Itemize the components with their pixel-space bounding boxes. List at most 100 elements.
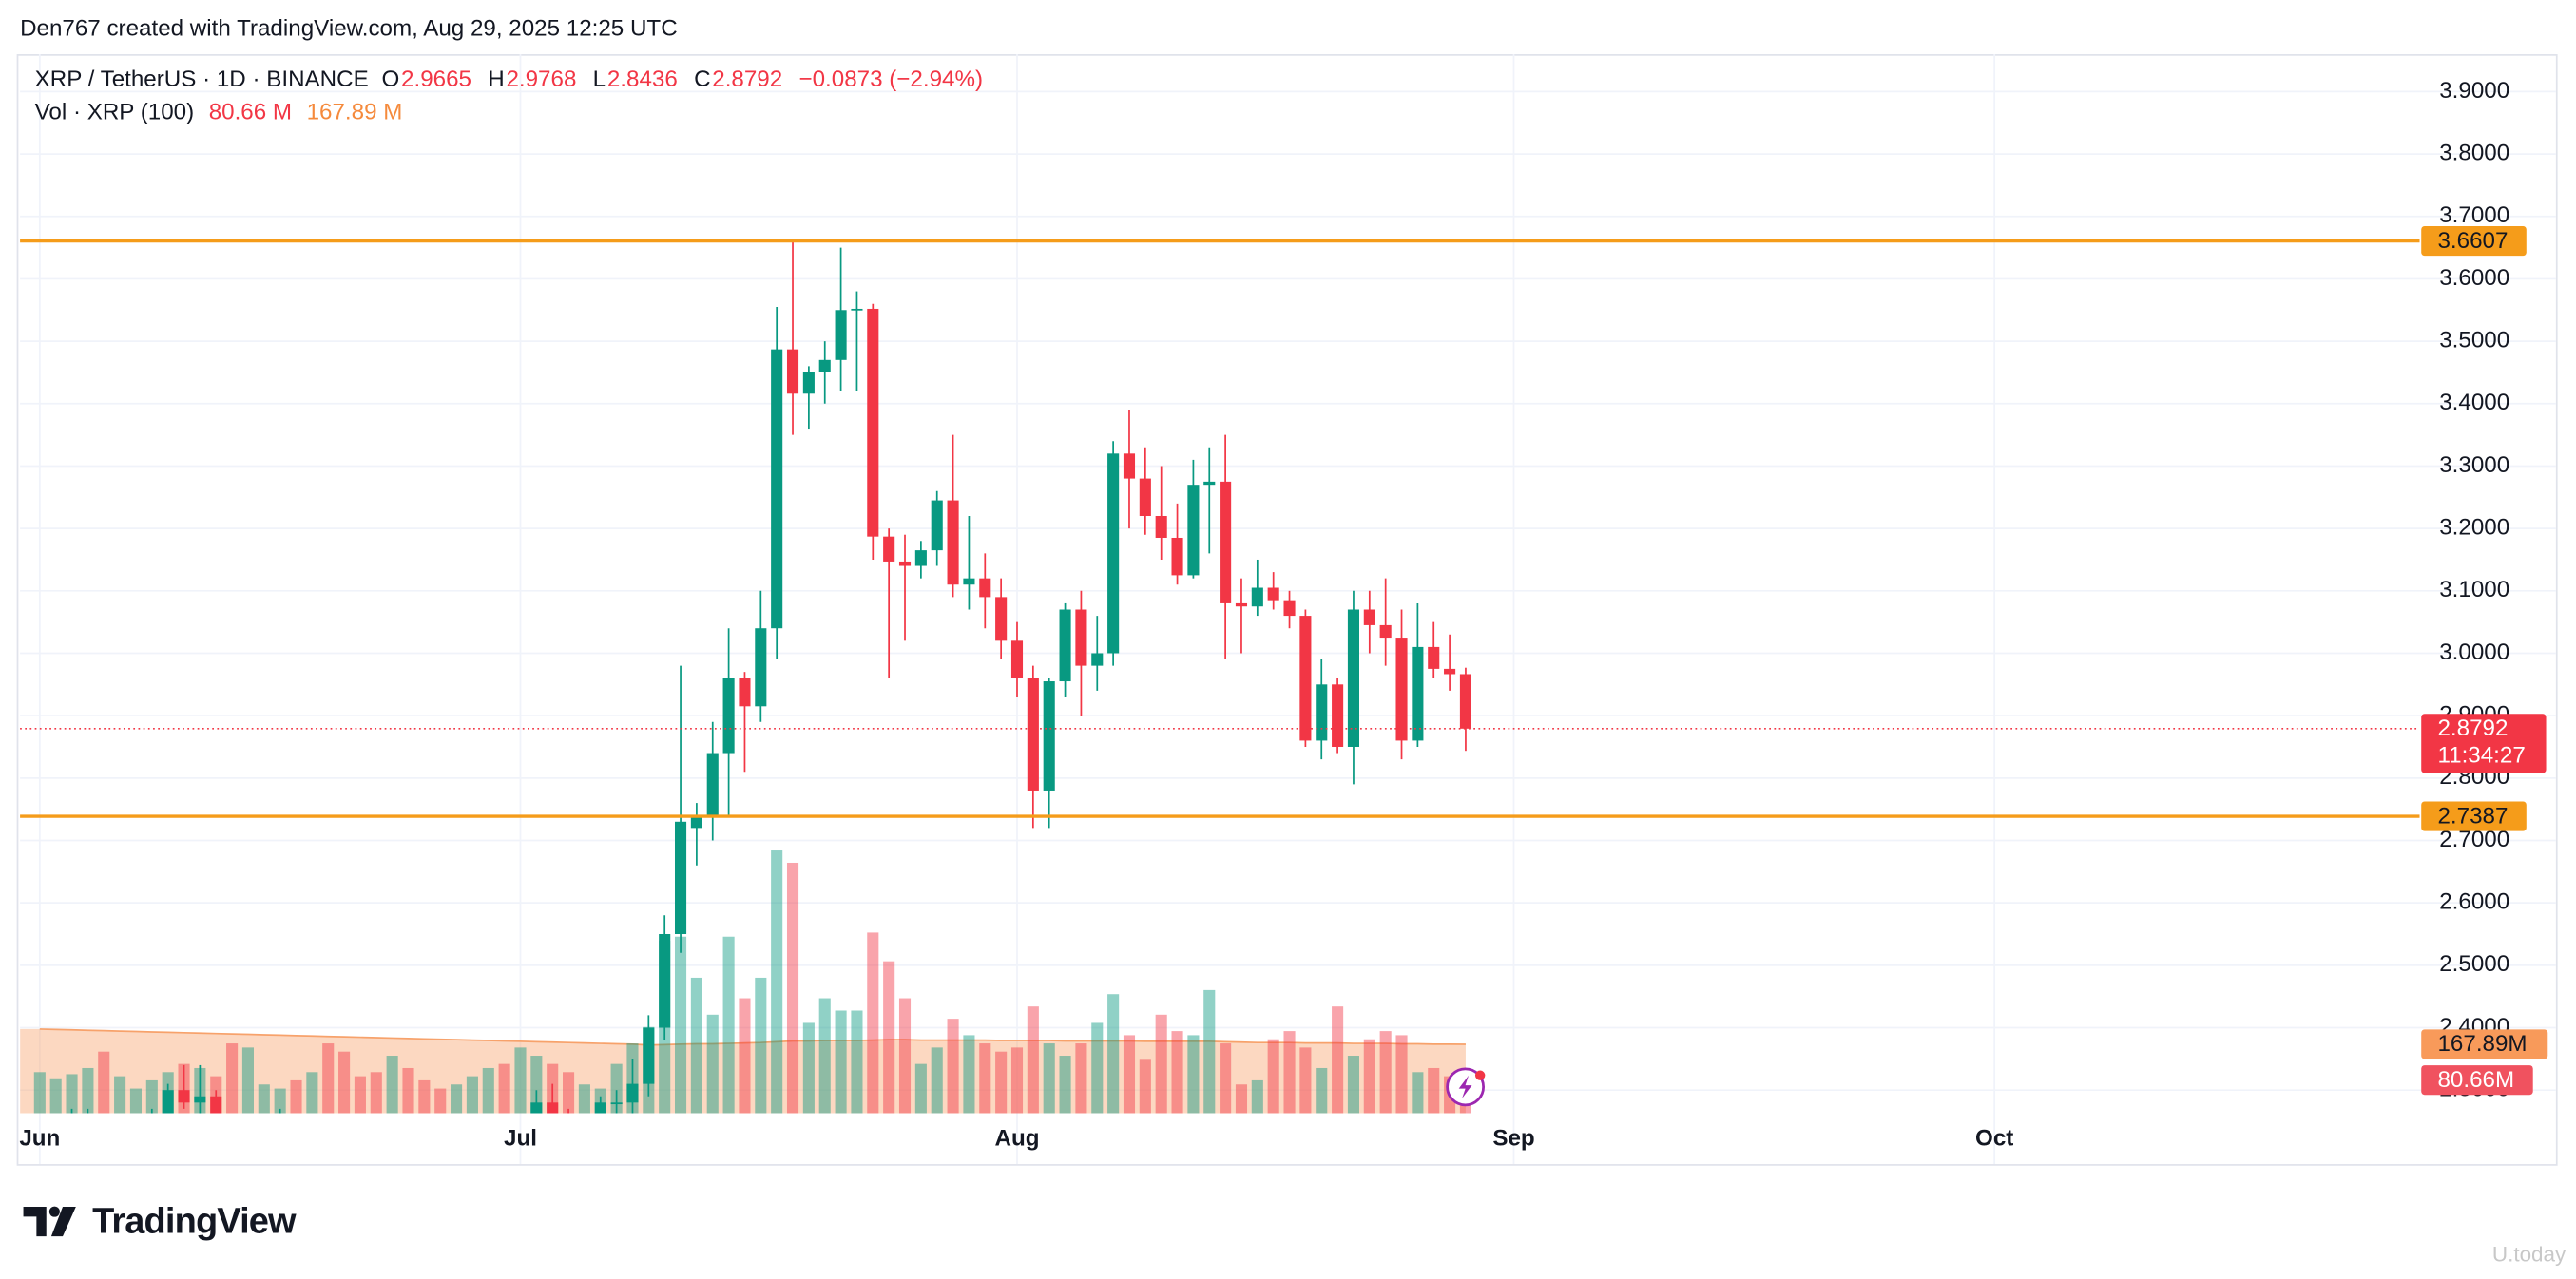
y-tick-label: 3.3000 [2439,452,2509,478]
candle-body [178,1090,190,1103]
candle-body [963,578,975,585]
candle-body [947,500,959,585]
candle-body [547,1102,559,1114]
volume-bar [434,1088,447,1114]
grid [20,54,2556,1165]
brand-logo [23,1206,76,1237]
candle-body [818,359,831,372]
volume-bar [514,1047,527,1114]
legend-letter: L [593,67,606,92]
volume-bar [482,1067,494,1114]
y-tick-label: 2.6000 [2439,889,2509,915]
candle-body [883,536,895,562]
volume-bar [33,1072,46,1114]
watermark: U.today [2492,1243,2566,1267]
candle-body [1075,609,1087,666]
candle-body [1043,681,1055,791]
volume-bar [706,1014,719,1114]
volume-bar [739,998,751,1114]
candle-body [851,308,863,311]
ma-badge: 167.89M [2437,1031,2527,1057]
volume-bar [947,1019,959,1114]
legend-ma: 167.89 M [307,100,403,125]
candle-body [1332,684,1344,747]
candle-body [1010,640,1024,678]
volume-bar [370,1072,382,1114]
volume-bar [498,1063,510,1114]
legend-letter: H [488,67,504,92]
candle-body [1444,668,1456,675]
volume-bar [1027,1006,1039,1114]
volume-bar [610,1063,623,1114]
volume-bar [722,936,735,1114]
header-caption: Den767 created with TradingView.com, Aug… [20,15,678,41]
candle-body [1316,684,1328,741]
volume-bar [1283,1031,1296,1114]
volume-bar [290,1079,302,1114]
ma-badge-box [2421,1029,2548,1059]
candle-body [1251,587,1263,607]
volume-bar [771,850,783,1114]
alert-icon [1446,1067,1486,1107]
volume-bar [145,1079,158,1114]
legend-low: 2.8436 [607,67,678,92]
candle-body [995,597,1008,641]
volume-bar [451,1084,463,1114]
candle-body [802,372,815,394]
volume-bar [49,1078,62,1114]
candle-body [194,1096,206,1103]
candle-body [1235,602,1248,607]
legend-high: 2.9768 [506,67,576,92]
candle-body [530,1102,543,1114]
level-badge [2421,801,2527,831]
volume-ma-area [20,1028,1466,1114]
level-label: 2.7387 [2437,803,2508,829]
candle-body [1267,587,1279,601]
volume-bar [98,1051,110,1114]
y-tick-label: 2.5000 [2439,951,2509,977]
volume-bar [386,1056,398,1114]
candle-body [1395,638,1408,741]
candle-body [1283,600,1296,617]
volume-bar [786,862,799,1114]
volume-bar [578,1084,590,1114]
candle-body [1027,678,1039,791]
volume-bar [1107,994,1120,1114]
volume-bar [354,1076,366,1114]
volume-ma-line [39,1028,1466,1046]
legend-letter: C [694,67,710,92]
volume-bar [338,1051,351,1114]
price-badge [2421,714,2547,773]
candle-body [1139,478,1151,516]
volume-bar [802,1022,815,1114]
candle-body [1107,453,1120,654]
candle-body [786,349,799,394]
volume-bar [1363,1039,1375,1114]
candle-body [1459,674,1471,729]
y-tick-label: 3.5000 [2439,328,2509,353]
volume-bar [674,936,687,1114]
candle-body [898,561,912,566]
volume-bar [402,1067,414,1114]
volume-bar [1075,1043,1087,1114]
volume-bar [563,1072,575,1114]
x-tick-label: Aug [994,1126,1039,1152]
candle-body [706,753,719,816]
candle-body [931,500,943,551]
candle-body [1171,537,1183,576]
volume-bar [835,1010,847,1114]
volume-bar [931,1047,943,1114]
volume-bar [258,1084,270,1114]
candle-body [1091,653,1104,666]
volume-bar [418,1079,431,1114]
y-tick-label: 3.6000 [2439,265,2509,291]
y-tick-label: 3.1000 [2439,577,2509,602]
candle-body [1299,616,1312,741]
level-label: 3.6607 [2437,228,2508,254]
candle-body [594,1102,606,1114]
volume-bar [66,1074,78,1114]
candle-body [674,821,687,935]
volume-bar [226,1043,239,1114]
volume-bar [1203,989,1216,1114]
candle-body [1412,646,1424,741]
